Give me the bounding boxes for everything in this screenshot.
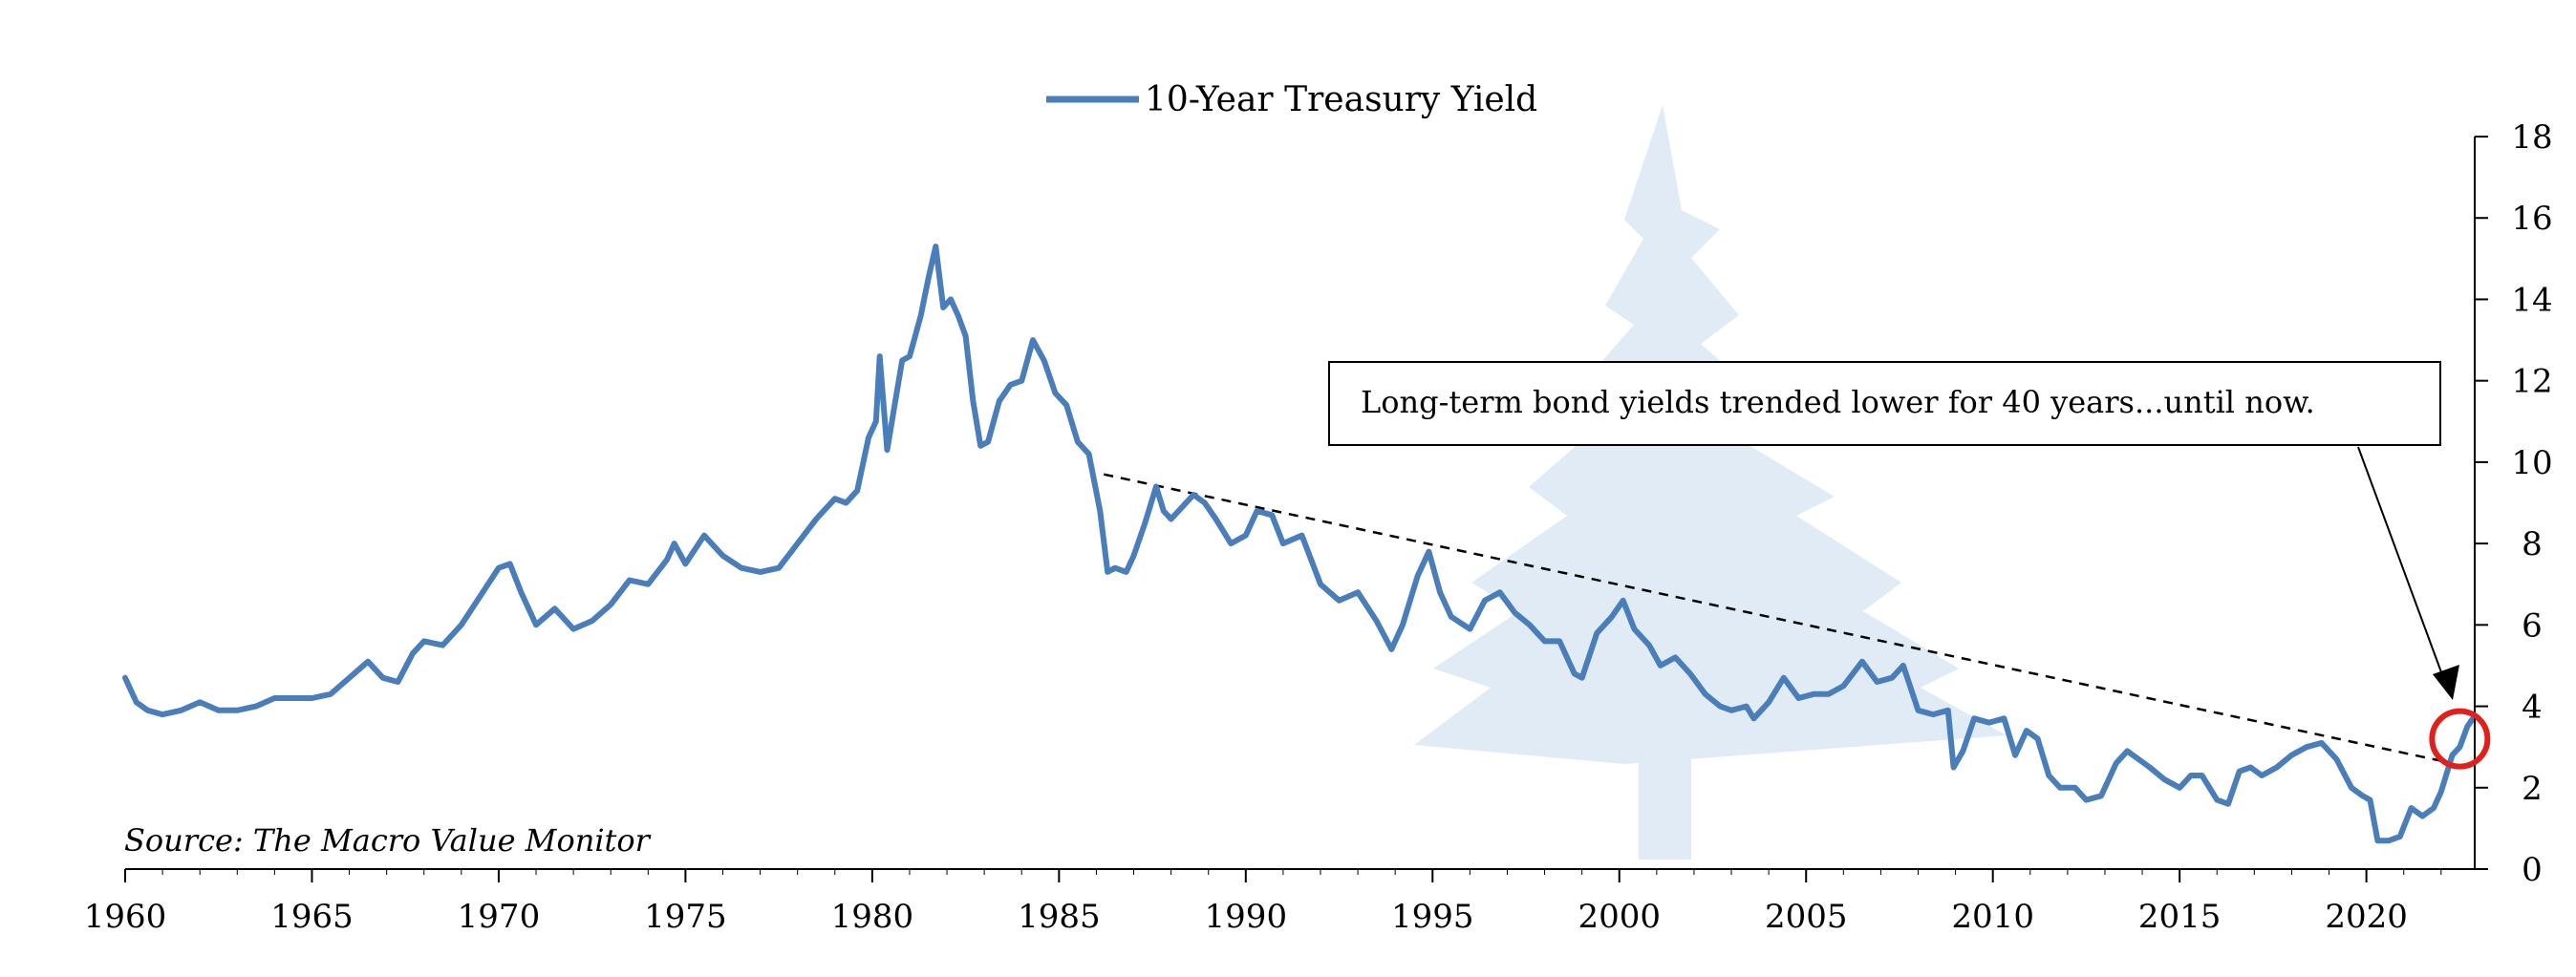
y-tick-label: 16	[2511, 200, 2552, 238]
legend-label: 10-Year Treasury Yield	[1145, 80, 1537, 119]
x-tick-label: 1960	[84, 898, 167, 936]
annotation-box	[1328, 361, 2441, 446]
x-tick-label: 1965	[270, 898, 354, 936]
x-tick-label: 2000	[1578, 898, 1661, 936]
x-tick-label: 1995	[1391, 898, 1474, 936]
trendline-layer	[1103, 473, 2453, 765]
y-tick-label: 18	[2511, 118, 2552, 157]
x-tick-label: 2020	[2325, 898, 2408, 936]
x-tick-label: 1970	[458, 898, 541, 936]
trendline	[1103, 473, 2453, 765]
y-tick-label: 10	[2511, 444, 2552, 482]
annotation: Long-term bond yields trended lower for …	[1328, 361, 2459, 700]
pine-tree-watermark	[1414, 105, 2007, 860]
highlight-circle	[2429, 708, 2491, 770]
x-tick-label: 2010	[1951, 898, 2034, 936]
y-tick-label: 14	[2511, 281, 2552, 319]
x-tick-label: 1985	[1018, 898, 1101, 936]
x-tick-label: 2005	[1765, 898, 1848, 936]
y-tick-label: 2	[2522, 770, 2543, 808]
series-line-0	[122, 244, 2476, 844]
annotation-arrow-line	[2357, 446, 2445, 681]
y-tick-label: 6	[2522, 606, 2543, 645]
series-layer	[122, 244, 2476, 844]
x-tick-label: 2015	[2138, 898, 2222, 936]
legend: 10-Year Treasury Yield	[1046, 80, 1537, 119]
annotation-arrow-head	[2433, 665, 2459, 700]
annotation-text: Long-term bond yields trended lower for …	[1361, 384, 2315, 420]
y-tick-label: 4	[2522, 689, 2543, 727]
x-tick-label: 1980	[831, 898, 914, 936]
axes-layer: 1960 1965 1970 1975 1980 1985 1990 1995 2000 2005…	[84, 118, 2553, 936]
x-tick-label: 1975	[644, 898, 727, 936]
source-note: Source: The Macro Value Monitor	[124, 822, 652, 859]
x-tick-label: 1990	[1205, 898, 1288, 936]
y-tick-label: 12	[2511, 363, 2552, 401]
y-tick-label: 0	[2522, 851, 2543, 889]
y-tick-label: 8	[2522, 525, 2543, 563]
